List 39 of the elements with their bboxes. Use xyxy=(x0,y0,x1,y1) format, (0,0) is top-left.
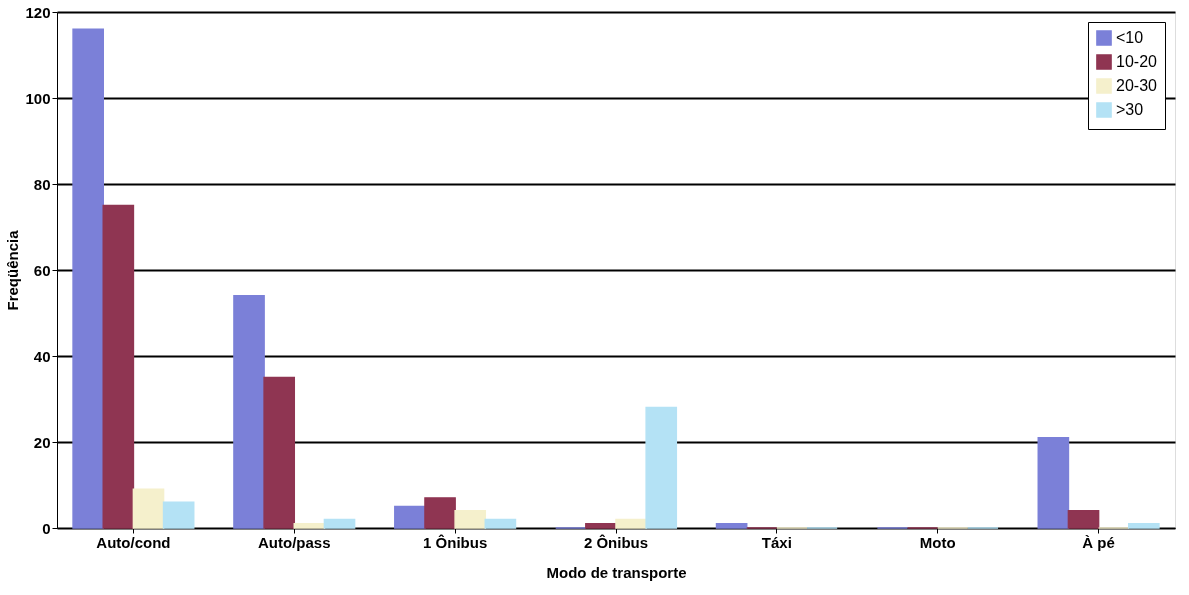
legend-label: >30 xyxy=(1116,101,1144,118)
bar xyxy=(132,488,165,529)
bar xyxy=(1037,436,1070,529)
bar xyxy=(323,518,356,529)
bar xyxy=(424,497,456,529)
bar xyxy=(162,501,195,529)
bar xyxy=(615,518,647,529)
y-tick-label: 80 xyxy=(33,175,51,193)
y-axis-title: Freqüência xyxy=(4,229,22,311)
legend-label: <10 xyxy=(1116,29,1144,46)
x-tick-label: Auto/pass xyxy=(258,533,331,551)
bar xyxy=(72,28,104,529)
bar xyxy=(102,204,135,529)
bar xyxy=(263,376,296,529)
y-tick-label: 120 xyxy=(25,3,51,21)
bar xyxy=(233,295,265,529)
x-tick-label: Táxi xyxy=(761,533,792,551)
legend-label: 10-20 xyxy=(1116,53,1158,70)
bar xyxy=(1128,522,1160,529)
y-tick-label: 60 xyxy=(33,261,51,279)
x-tick-label: Auto/cond xyxy=(96,533,171,551)
bar xyxy=(484,518,517,529)
bar xyxy=(715,522,748,529)
y-tick-label: 100 xyxy=(25,89,51,107)
bar xyxy=(585,522,617,529)
bar xyxy=(1067,510,1100,529)
x-axis-title: Modo de transporte xyxy=(546,563,687,581)
y-tick-label: 40 xyxy=(33,347,51,365)
bar xyxy=(394,505,426,529)
legend-label: 20-30 xyxy=(1116,77,1158,94)
bar xyxy=(293,522,326,529)
y-tick-label: 0 xyxy=(42,519,51,537)
x-tick-label: À pé xyxy=(1082,533,1115,551)
bar xyxy=(454,510,487,529)
bar xyxy=(645,406,678,529)
y-tick-label: 20 xyxy=(33,433,51,451)
x-tick-label: Moto xyxy=(919,533,956,551)
x-tick-label: 2 Ônibus xyxy=(583,533,649,551)
x-tick-label: 1 Ônibus xyxy=(423,533,488,551)
